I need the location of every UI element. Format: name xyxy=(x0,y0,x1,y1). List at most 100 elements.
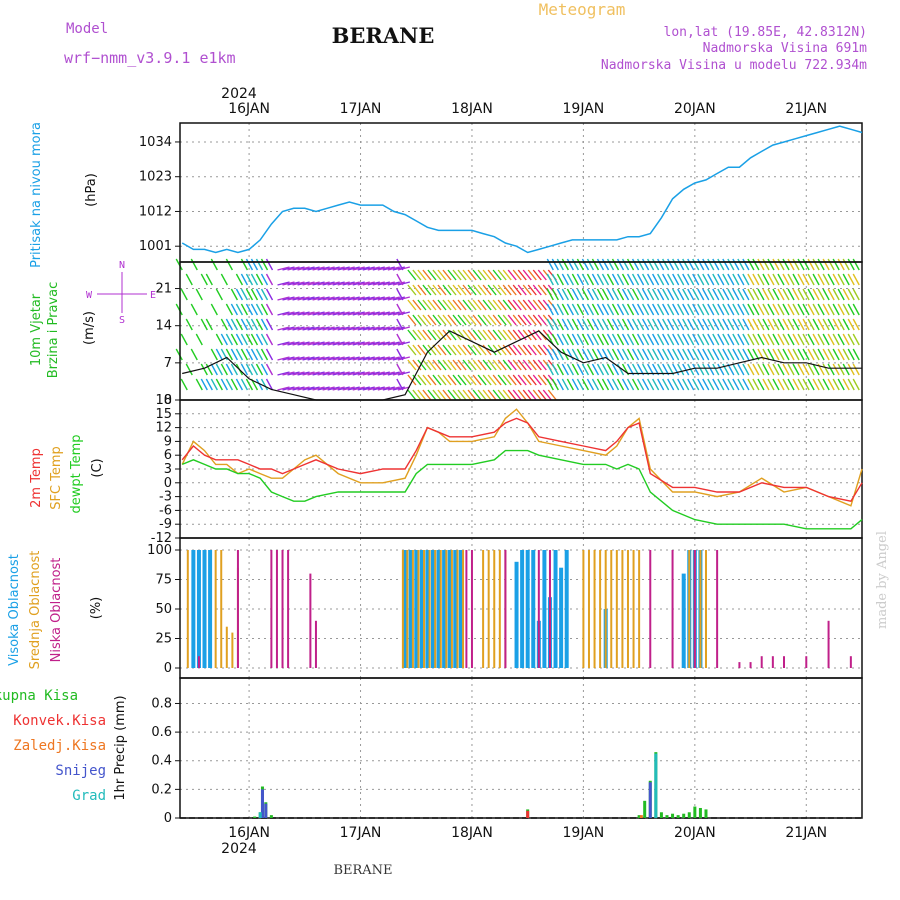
wind-barb xyxy=(576,273,585,286)
wind-barb xyxy=(712,288,720,301)
wind-barb xyxy=(377,386,390,391)
wind-barb xyxy=(517,374,527,386)
wind-barb xyxy=(176,274,182,285)
wind-barb xyxy=(847,288,855,301)
wind-barb xyxy=(616,363,625,376)
wind-barb xyxy=(215,333,223,346)
model-elevation-label: Nadmorska Visina u modelu 722.934m xyxy=(601,58,867,73)
wind-barb xyxy=(352,296,365,301)
precip-total-bar xyxy=(704,809,708,818)
wind-barb xyxy=(497,389,507,401)
wind-barb xyxy=(265,378,274,391)
wind-barb xyxy=(412,299,422,311)
y-tick-label: -9 xyxy=(159,517,172,532)
wind-barb xyxy=(742,258,750,271)
wind-barb xyxy=(507,359,517,371)
wind-barb xyxy=(762,363,770,376)
wind-barb xyxy=(235,378,244,391)
cloud-bar xyxy=(482,550,485,668)
wind-barb xyxy=(287,326,300,331)
compass-s: S xyxy=(119,315,125,326)
wind-barb xyxy=(230,348,239,361)
wind-barb xyxy=(396,273,404,286)
wind-barb xyxy=(682,273,690,286)
wind-barb xyxy=(477,314,487,326)
wind-barb xyxy=(472,329,482,341)
cloud-bar xyxy=(504,550,507,668)
wind-barb xyxy=(302,281,315,286)
wind-barb xyxy=(672,378,680,391)
wind-barb xyxy=(707,288,715,301)
wind-barb xyxy=(852,318,860,331)
wind-barb xyxy=(532,269,542,281)
wind-barb xyxy=(512,389,522,401)
cloud-bar xyxy=(465,550,468,668)
wind-barb xyxy=(852,303,860,316)
wind-barb xyxy=(260,288,269,301)
wind-barb xyxy=(522,344,532,356)
wind-barb xyxy=(215,288,223,301)
wind-barb xyxy=(180,378,188,391)
wind-barb xyxy=(432,314,442,326)
wind-barb xyxy=(832,363,840,376)
wind-barb xyxy=(205,273,213,286)
cloud-bar xyxy=(749,662,752,668)
wind-barb xyxy=(782,378,790,391)
wind-barb xyxy=(176,364,182,375)
wind-barb xyxy=(487,299,497,311)
wind-barb xyxy=(581,303,590,316)
wind-barb xyxy=(497,329,507,341)
wind-barb xyxy=(467,284,477,296)
wind-barb xyxy=(422,359,432,371)
cloud-bar xyxy=(559,567,564,668)
wind-barb xyxy=(571,273,580,286)
wind-barb xyxy=(802,258,810,271)
cloud-bar xyxy=(553,550,558,668)
wind-barb xyxy=(852,363,860,376)
wind-barb xyxy=(201,349,207,360)
wind-barb xyxy=(546,378,554,391)
wind-barb xyxy=(221,259,227,270)
wind-barb xyxy=(606,258,615,271)
wind-barb xyxy=(181,274,187,285)
wind-barb xyxy=(551,258,559,271)
pressure-unit: (hPa) xyxy=(84,173,99,207)
wind-barb xyxy=(407,269,417,281)
wind-barb xyxy=(497,344,507,356)
cloud-bar xyxy=(827,620,830,668)
wind-barb xyxy=(842,303,850,316)
cloud-bar xyxy=(220,550,223,668)
wind-barb xyxy=(397,311,411,316)
wind-barb xyxy=(606,288,615,301)
wind-barb xyxy=(457,374,467,386)
wind-barb xyxy=(606,363,615,376)
wind-barb xyxy=(352,386,365,391)
wind-barb xyxy=(772,288,780,301)
wind-barb xyxy=(652,333,660,346)
wind-barb xyxy=(357,356,370,361)
wind-barb xyxy=(641,333,650,346)
wind-barb xyxy=(591,288,600,301)
wind-barb xyxy=(245,288,254,301)
wind-barb xyxy=(260,303,269,316)
wind-barb xyxy=(367,281,380,286)
cloud-bar xyxy=(411,550,414,668)
wind-barb xyxy=(467,314,477,326)
wind-barb xyxy=(652,318,660,331)
wind-barb xyxy=(392,296,406,301)
wind-barb xyxy=(566,333,574,346)
wind-barb xyxy=(367,326,380,331)
wind-barb xyxy=(422,389,432,401)
wind-barb xyxy=(646,258,655,271)
wind-barb xyxy=(527,389,537,401)
wind-barb xyxy=(672,303,680,316)
wind-barb xyxy=(292,341,305,346)
wind-barb xyxy=(337,326,350,331)
wind-barb xyxy=(556,363,564,376)
wind-barb xyxy=(357,371,370,376)
wind-barb xyxy=(682,333,690,346)
wind-barb xyxy=(195,288,203,301)
cloud-bar xyxy=(197,656,200,668)
wind-barb xyxy=(437,284,447,296)
wind-barb xyxy=(842,333,850,346)
